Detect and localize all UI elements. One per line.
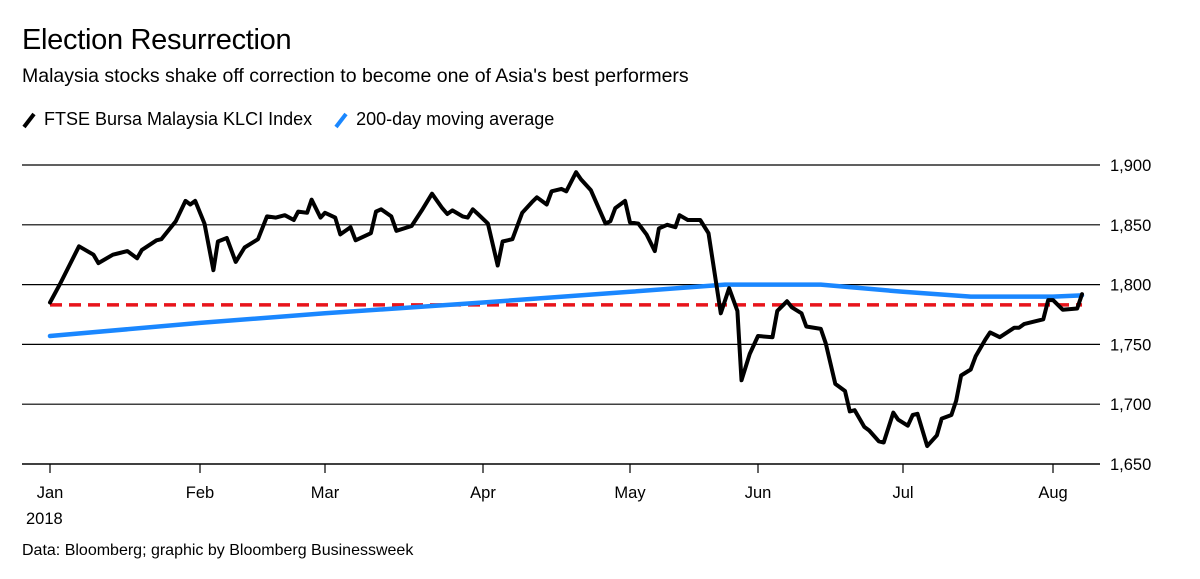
legend-label: 200-day moving average — [356, 109, 555, 129]
x-tick-label: Aug — [1038, 484, 1067, 502]
chart-title: Election Resurrection — [22, 24, 292, 56]
x-tick-label: Jul — [892, 484, 913, 502]
legend: FTSE Bursa Malaysia KLCI Index 200-day m… — [22, 109, 554, 130]
y-tick-label: 1,750 — [1110, 336, 1151, 354]
chart-subtitle: Malaysia stocks shake off correction to … — [22, 65, 689, 87]
x-tick-label: May — [614, 484, 646, 502]
x-tick-label: Jun — [745, 484, 772, 502]
y-tick-label: 1,900 — [1110, 157, 1151, 175]
series-line-klci — [48, 170, 1084, 449]
legend-swatch-black — [22, 112, 36, 128]
x-year-label: 2018 — [26, 510, 63, 528]
series-line-moving-average — [47, 282, 1085, 339]
y-tick-label: 1,700 — [1110, 396, 1151, 414]
y-tick-label: 1,850 — [1110, 217, 1151, 235]
y-tick-label: 1,800 — [1110, 277, 1151, 295]
legend-item-moving-average: 200-day moving average — [334, 109, 554, 130]
x-tick-label: Jan — [37, 484, 64, 502]
x-tick-label: Apr — [470, 484, 496, 502]
legend-item-klci: FTSE Bursa Malaysia KLCI Index — [22, 109, 312, 130]
source-note: Data: Bloomberg; graphic by Bloomberg Bu… — [22, 542, 414, 559]
y-tick-label: 1,650 — [1110, 456, 1151, 474]
x-tick-label: Mar — [311, 484, 340, 502]
legend-label: FTSE Bursa Malaysia KLCI Index — [44, 109, 313, 129]
legend-swatch-blue — [334, 112, 348, 128]
x-tick-label: Feb — [186, 484, 214, 502]
